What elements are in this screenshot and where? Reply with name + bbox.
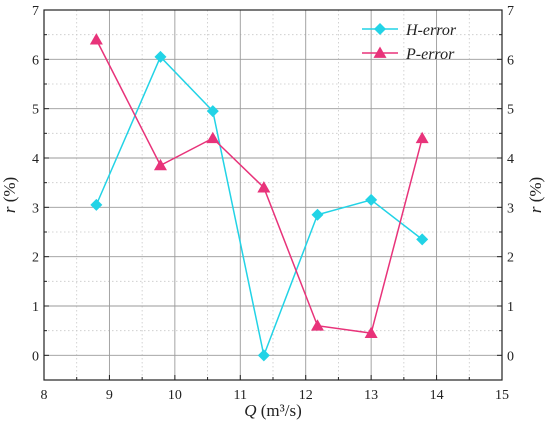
legend-label: P-error: [405, 46, 455, 63]
data-point-h-error: [416, 233, 429, 246]
grid-lines: [44, 10, 502, 380]
y-tick-label-left: 3: [32, 201, 39, 216]
y-tick-label-left: 5: [32, 103, 39, 118]
data-point-h-error: [90, 198, 103, 211]
legend-item-p-error: P-error: [362, 46, 455, 63]
series-line-h-error: [95, 55, 423, 358]
y-tick-label-left: 6: [32, 53, 39, 68]
data-point-p-error: [415, 131, 429, 144]
data-point-p-error: [364, 326, 378, 339]
y-tick-label-right: 6: [507, 53, 514, 68]
data-point-h-error: [154, 50, 167, 63]
y-tick-label-right: 5: [507, 103, 514, 118]
x-tick-label: 12: [299, 388, 313, 403]
x-axis-title: Q (m³/s): [244, 401, 302, 420]
x-tick-label: 10: [168, 388, 182, 403]
y-tick-label-right: 0: [507, 349, 514, 364]
legend-label: H-error: [405, 22, 457, 39]
series-layer: [89, 33, 429, 362]
legend-item-h-error: H-error: [362, 22, 457, 39]
data-point-p-error: [257, 181, 271, 193]
y-tick-label-right: 4: [507, 152, 514, 167]
data-point-h-error: [311, 208, 324, 221]
x-tick-label: 9: [106, 388, 113, 403]
data-point-p-error: [89, 33, 103, 45]
y-tick-label-left: 7: [32, 4, 39, 19]
data-point-h-error: [365, 193, 378, 206]
x-tick-label: 11: [234, 388, 247, 403]
x-tick-label: 14: [430, 388, 444, 403]
data-point-h-error: [257, 349, 270, 362]
axis-ticks: 8 9 10 11 12 13 14 150 01 12 23 34 45 56 67 7: [32, 4, 514, 403]
y-tick-label-left: 1: [32, 300, 39, 315]
y-tick-label-left: 2: [32, 251, 39, 266]
series-h-error: [90, 50, 429, 362]
y-axis-title-left: r (%): [0, 177, 19, 213]
data-point-p-error: [310, 319, 324, 331]
data-point-p-error: [206, 131, 220, 144]
legend-marker: [374, 23, 386, 35]
y-tick-label-right: 3: [507, 201, 514, 216]
y-tick-label-left: 0: [32, 349, 39, 364]
y-axis-title-right: r (%): [526, 177, 545, 213]
legend: H-error P-error: [362, 22, 457, 63]
data-point-p-error: [153, 158, 167, 171]
y-tick-label-right: 1: [507, 300, 514, 315]
legend-marker: [373, 46, 387, 58]
data-point-h-error: [206, 105, 219, 118]
y-tick-label-right: 7: [507, 4, 514, 19]
x-tick-label: 15: [495, 388, 509, 403]
y-tick-label-left: 4: [32, 152, 39, 167]
x-tick-label: 13: [364, 388, 378, 403]
y-tick-label-right: 2: [507, 251, 514, 266]
series-p-error: [89, 33, 429, 339]
x-tick-label: 8: [41, 388, 48, 403]
